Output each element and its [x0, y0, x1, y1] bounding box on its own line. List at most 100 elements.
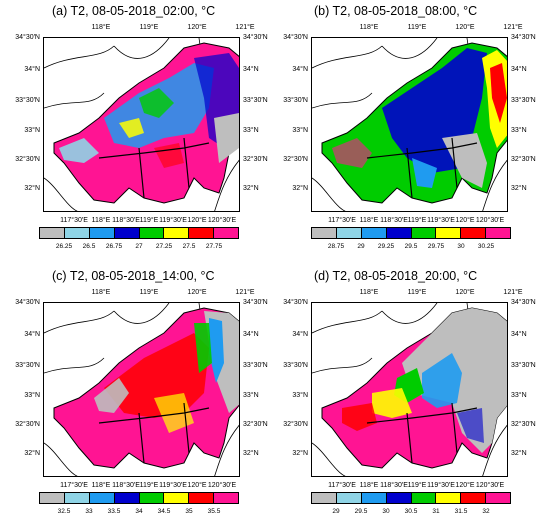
lat-tick-left: 34°N	[292, 66, 308, 73]
lat-tick-right: 34°30′N	[243, 34, 268, 41]
lat-tick-right: 32°30′N	[511, 156, 536, 163]
lon-tick-bottom: 120°E	[187, 482, 207, 489]
colorbar-swatch	[486, 493, 510, 503]
colorbar-swatch	[89, 228, 115, 238]
lat-tick-left: 34°30′N	[283, 299, 308, 306]
lon-tick-bottom: 120°30′E	[475, 482, 505, 489]
colorbar-swatch	[336, 228, 362, 238]
colorbar-swatch	[114, 228, 140, 238]
panel-title: (c) T2, 08-05-2018_14:00, °C	[52, 269, 215, 283]
lon-tick-bottom: 119°E	[407, 217, 427, 224]
colorbar-swatch	[189, 493, 215, 503]
colorbar-label: 28.75	[327, 243, 345, 250]
lat-tick-right: 33°30′N	[511, 362, 536, 369]
lon-tick-bottom: 119°E	[407, 482, 427, 489]
lat-tick-right: 34°N	[511, 66, 527, 73]
lon-tick-top: 118°E	[91, 24, 111, 31]
lon-tick-bottom: 120°30′E	[475, 217, 505, 224]
lat-tick-left: 32°30′N	[15, 421, 40, 428]
lon-tick-top: 120°E	[187, 289, 207, 296]
colorbar-swatch	[461, 228, 487, 238]
lon-tick-bottom: 118°E	[359, 217, 379, 224]
colorbar-swatch	[436, 493, 462, 503]
map-frame	[43, 37, 240, 212]
panel-title: (a) T2, 08-05-2018_02:00, °C	[52, 4, 216, 18]
lon-tick-top: 119°E	[407, 289, 427, 296]
map-frame	[43, 302, 240, 477]
colorbar-label: 35.5	[207, 508, 221, 515]
lat-tick-right: 32°30′N	[511, 421, 536, 428]
colorbar-swatch	[139, 228, 165, 238]
colorbar-label: 27.5	[182, 243, 196, 250]
colorbar-swatch	[486, 228, 510, 238]
panel-title: (d) T2, 08-05-2018_20:00, °C	[314, 269, 478, 283]
colorbar-swatch	[164, 493, 190, 503]
lat-tick-right: 34°N	[511, 331, 527, 338]
colorbar-label: 29.5	[354, 508, 368, 515]
lon-tick-top: 121°E	[503, 289, 523, 296]
colorbar-swatch	[114, 493, 140, 503]
lon-tick-bottom: 117°30′E	[328, 217, 356, 224]
lat-tick-right: 33°N	[511, 127, 527, 134]
lon-tick-bottom: 120°E	[455, 217, 475, 224]
lat-tick-left: 34°N	[24, 331, 40, 338]
colorbar-swatch	[64, 493, 90, 503]
colorbar-label: 33	[85, 508, 93, 515]
colorbar-swatch	[336, 493, 362, 503]
colorbar-swatch	[436, 228, 462, 238]
lat-tick-left: 33°30′N	[283, 97, 308, 104]
lat-tick-left: 34°30′N	[15, 34, 40, 41]
lat-tick-right: 32°N	[243, 185, 259, 192]
lat-tick-right: 32°N	[511, 185, 527, 192]
colorbar	[39, 492, 239, 504]
lon-tick-bottom: 119°30′E	[427, 482, 455, 489]
lon-tick-bottom: 118°E	[91, 217, 111, 224]
lon-tick-bottom: 120°E	[455, 482, 475, 489]
lat-tick-right: 34°N	[243, 66, 259, 73]
colorbar-swatch	[411, 228, 437, 238]
colorbar-label: 26.25	[55, 243, 73, 250]
lat-tick-left: 33°N	[24, 392, 40, 399]
colorbar-swatch	[312, 228, 337, 238]
lon-tick-bottom: 118°30′E	[380, 482, 408, 489]
lat-tick-left: 34°30′N	[283, 34, 308, 41]
lon-tick-bottom: 120°E	[187, 217, 207, 224]
colorbar-swatch	[386, 493, 412, 503]
lat-tick-left: 33°30′N	[283, 362, 308, 369]
colorbar-label: 27.75	[205, 243, 223, 250]
lon-tick-bottom: 119°E	[139, 217, 159, 224]
lon-tick-top: 119°E	[139, 24, 159, 31]
lon-tick-top: 121°E	[235, 289, 255, 296]
lat-tick-right: 34°N	[243, 331, 259, 338]
lat-tick-right: 32°30′N	[243, 421, 268, 428]
lon-tick-top: 119°E	[139, 289, 159, 296]
colorbar-swatch	[64, 228, 90, 238]
lon-tick-top: 121°E	[235, 24, 255, 31]
lon-tick-top: 118°E	[359, 24, 379, 31]
colorbar-label: 26.75	[105, 243, 123, 250]
colorbar-label: 29	[357, 243, 365, 250]
colorbar-label: 29.75	[427, 243, 445, 250]
colorbar	[311, 492, 511, 504]
colorbar	[311, 227, 511, 239]
lat-tick-left: 32°N	[24, 185, 40, 192]
colorbar-swatch	[312, 493, 337, 503]
lon-tick-bottom: 119°30′E	[427, 217, 455, 224]
lon-tick-top: 120°E	[455, 24, 475, 31]
colorbar-swatch	[411, 493, 437, 503]
lon-tick-bottom: 117°30′E	[60, 482, 88, 489]
colorbar-label: 32.5	[57, 508, 71, 515]
lat-tick-left: 33°N	[292, 127, 308, 134]
lat-tick-left: 34°30′N	[15, 299, 40, 306]
colorbar-swatch	[361, 493, 387, 503]
lon-tick-bottom: 119°30′E	[159, 217, 187, 224]
lat-tick-left: 32°N	[24, 450, 40, 457]
lat-tick-right: 32°30′N	[243, 156, 268, 163]
lat-tick-right: 33°30′N	[511, 97, 536, 104]
temperature-map	[312, 303, 507, 476]
lat-tick-left: 32°30′N	[283, 156, 308, 163]
colorbar-label: 30.5	[404, 508, 418, 515]
colorbar-label: 30	[382, 508, 390, 515]
lon-tick-bottom: 118°30′E	[380, 217, 408, 224]
colorbar-swatch	[139, 493, 165, 503]
